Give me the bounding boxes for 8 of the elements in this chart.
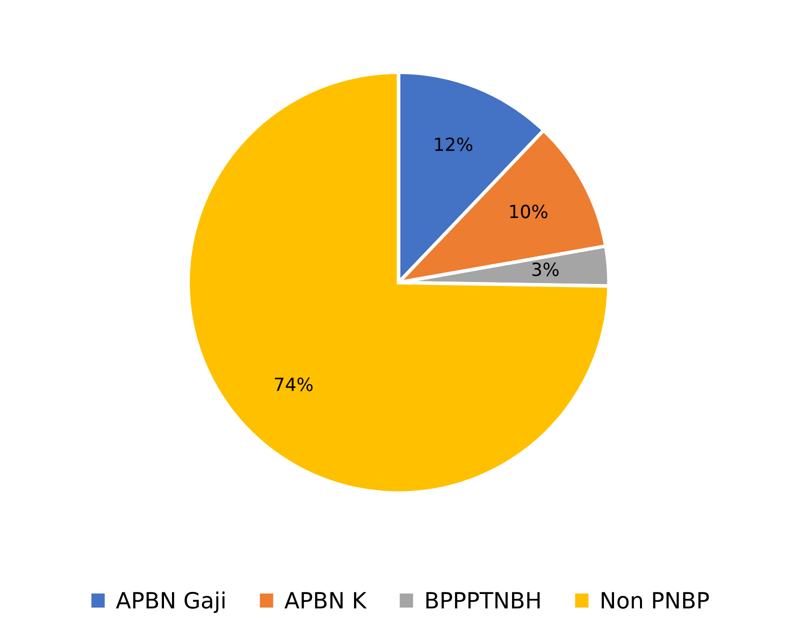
data-label: 74%: [274, 378, 313, 392]
legend-label: APBN K: [284, 592, 367, 608]
legend-label: Non PNBP: [602, 592, 709, 609]
legend-label: APBN Gaji: [116, 591, 224, 613]
data-label: 10%: [510, 204, 548, 218]
data-label: 12%: [435, 137, 472, 152]
data-label: 3%: [532, 262, 559, 276]
legend-label: BPPPTNBH: [426, 592, 540, 608]
